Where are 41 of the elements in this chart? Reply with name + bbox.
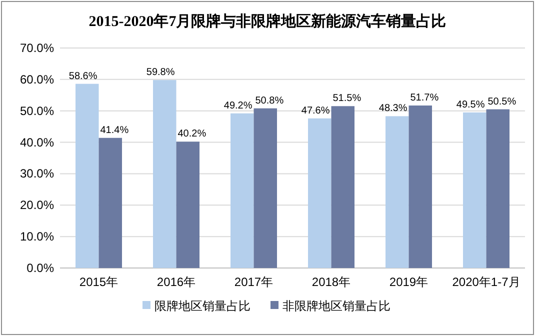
- bar: [176, 142, 200, 268]
- data-label: 59.8%: [146, 67, 175, 78]
- y-tick-label: 10.0%: [20, 230, 54, 244]
- data-label: 40.2%: [178, 128, 206, 140]
- y-tick-label: 70.0%: [20, 41, 54, 55]
- bar: [98, 138, 122, 268]
- x-tick-label: 2018年: [312, 275, 351, 289]
- data-label: 51.7%: [410, 92, 439, 104]
- data-label: 50.8%: [255, 95, 284, 106]
- bar: [76, 84, 99, 268]
- x-tick-label: 2019年: [389, 275, 428, 289]
- x-tick-label: 2017年: [234, 275, 274, 289]
- y-tick-label: 20.0%: [20, 198, 54, 212]
- bar: [408, 106, 432, 268]
- bar: [308, 118, 332, 268]
- y-tick-label: 0.0%: [26, 261, 54, 275]
- bar: [254, 108, 277, 268]
- y-tick-label: 30.0%: [20, 166, 54, 181]
- data-label: 47.6%: [301, 105, 330, 116]
- data-label: 49.5%: [456, 99, 485, 110]
- y-tick-label: 40.0%: [20, 135, 54, 150]
- legend-label: 限牌地区销量占比: [154, 299, 250, 313]
- bar: [386, 116, 409, 268]
- data-label: 51.5%: [332, 93, 362, 104]
- bar: [486, 109, 510, 268]
- data-label: 49.2%: [224, 100, 252, 112]
- x-tick-label: 2015年: [79, 275, 118, 289]
- bar: [230, 113, 254, 268]
- data-label: 50.5%: [488, 96, 516, 108]
- data-label: 41.4%: [100, 124, 129, 136]
- x-tick-label: 2016年: [156, 275, 196, 289]
- legend-label: 非限牌地区销量占比: [282, 299, 390, 313]
- data-label: 58.6%: [68, 70, 98, 82]
- bar: [153, 80, 176, 268]
- y-tick-label: 60.0%: [20, 72, 54, 86]
- y-tick-label: 50.0%: [20, 104, 54, 118]
- bar: [463, 112, 486, 268]
- x-tick-label: 2020年1-7月: [452, 275, 520, 289]
- chart-title: 2015-2020年7月限牌与非限牌地区新能源汽车销量占比: [88, 12, 446, 30]
- bar: [331, 106, 354, 268]
- data-label: 48.3%: [378, 103, 408, 114]
